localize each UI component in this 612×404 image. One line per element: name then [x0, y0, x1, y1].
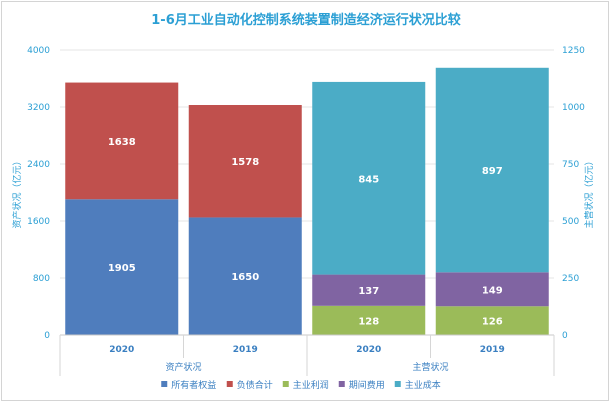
right-tick-label: 1250	[562, 46, 585, 56]
legend-swatch	[394, 381, 401, 387]
category-label: 2020	[109, 345, 134, 355]
left-axis-title: 资产状况（亿元）	[11, 156, 23, 228]
right-axis-title: 主营状况（亿元）	[583, 156, 595, 228]
data-label: 1638	[108, 137, 136, 148]
right-tick-label: 750	[562, 160, 579, 170]
legend-swatch	[338, 381, 345, 387]
right-tick-label: 1000	[562, 103, 585, 113]
data-label: 149	[482, 285, 503, 296]
left-tick-label: 800	[33, 274, 50, 284]
legend-swatch	[226, 381, 233, 387]
bar-segment	[435, 306, 549, 335]
right-tick-label: 250	[562, 274, 579, 284]
category-label: 2019	[480, 345, 505, 355]
bar-segment	[312, 274, 426, 306]
bar-segment	[65, 199, 179, 335]
bar-segment	[188, 105, 302, 218]
chart-title: 1-6月工业自动化控制系统装置制造经济运行状况比较	[151, 12, 461, 28]
bar-segment	[188, 217, 302, 335]
bar-segment	[435, 272, 549, 307]
category-label: 2019	[233, 345, 258, 355]
data-label: 128	[358, 316, 379, 327]
bar-segment	[312, 305, 426, 335]
group-label: 主营状况	[412, 361, 448, 373]
left-tick-label: 4000	[27, 46, 50, 56]
data-label: 897	[482, 166, 503, 177]
data-label: 1578	[231, 157, 259, 168]
right-tick-label: 500	[562, 217, 579, 227]
data-label: 126	[482, 317, 503, 328]
left-tick-label: 0	[44, 331, 50, 341]
data-label: 1905	[108, 263, 136, 274]
left-tick-label: 1600	[27, 217, 50, 227]
legend-label: 主业成本	[405, 379, 441, 391]
legend-label: 期间费用	[349, 379, 385, 391]
legend-label: 负债合计	[237, 379, 273, 391]
legend-label: 所有者权益	[171, 379, 216, 391]
bar-segment	[435, 67, 549, 273]
left-tick-label: 3200	[27, 103, 50, 113]
category-label: 2020	[356, 345, 381, 355]
data-label: 137	[358, 286, 379, 297]
legend-swatch	[282, 381, 289, 387]
data-label: 1650	[231, 272, 259, 283]
left-tick-label: 2400	[27, 160, 50, 170]
data-label: 845	[358, 174, 379, 185]
legend-swatch	[161, 381, 168, 387]
right-tick-label: 0	[562, 331, 568, 341]
bar-segment	[312, 81, 426, 275]
legend-label: 主业利润	[293, 379, 329, 391]
group-label: 资产状况	[165, 361, 201, 373]
bar-segment	[65, 82, 179, 200]
